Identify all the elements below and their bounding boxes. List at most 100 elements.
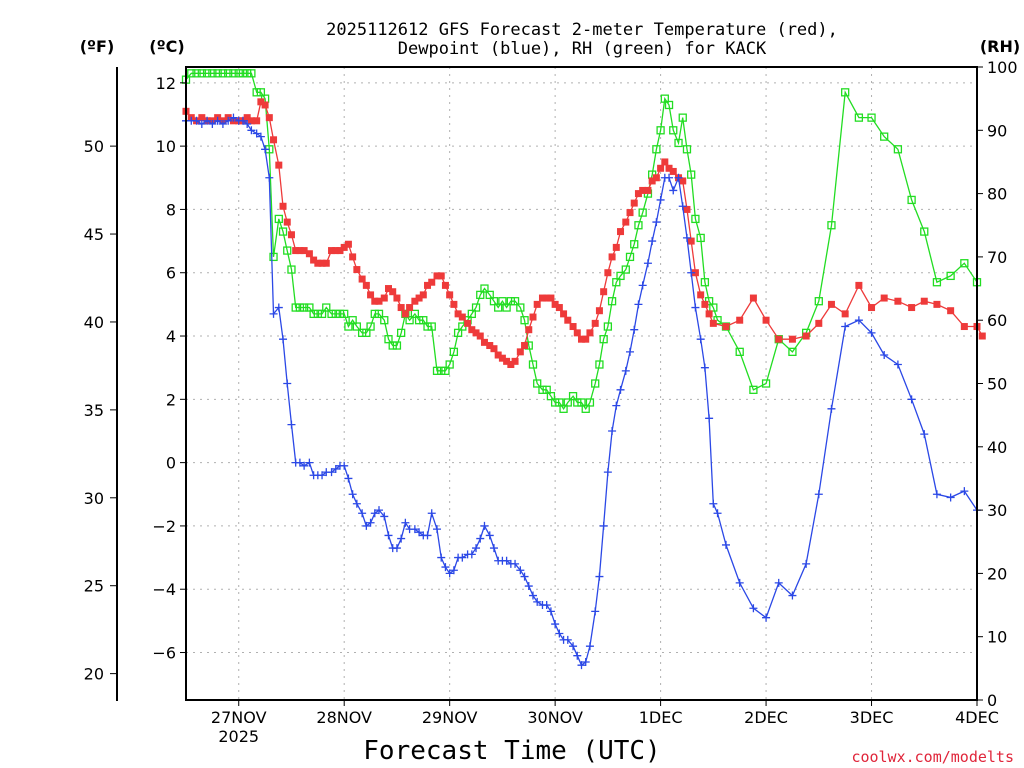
temperature-point: [802, 332, 810, 340]
dewpoint-point: [370, 509, 379, 518]
rh-point: [516, 303, 525, 312]
dewpoint-point: [638, 281, 647, 290]
temperature-point: [270, 136, 278, 144]
temperature-point: [573, 329, 581, 337]
rh-point: [538, 385, 547, 394]
temperature-point: [476, 332, 484, 340]
temperature-point: [551, 300, 559, 308]
dewpoint-point: [705, 414, 714, 423]
dewpoint-point: [247, 126, 256, 135]
rh-point: [678, 113, 687, 122]
rh-point: [352, 322, 362, 331]
temperature-point: [683, 205, 691, 213]
temperature-point: [697, 291, 705, 299]
rh-point: [573, 398, 582, 407]
dewpoint-line: [186, 116, 978, 667]
dewpoint-point: [920, 430, 929, 439]
fahrenheit-tick-label: 45: [84, 225, 104, 244]
temperature-point: [525, 326, 533, 334]
rh-point: [568, 392, 578, 401]
temperature-point: [292, 247, 300, 255]
temperature-point: [612, 243, 620, 251]
temperature-point: [569, 323, 577, 331]
temperature-point: [397, 304, 405, 312]
temperature-point: [318, 259, 326, 267]
temperature-point: [722, 323, 730, 331]
rh-point: [414, 316, 424, 325]
dewpoint-point: [528, 591, 537, 600]
dewpoint-point: [352, 499, 361, 508]
rh-point: [283, 246, 292, 255]
dewpoint-point: [366, 518, 375, 527]
temperature-point: [480, 338, 488, 346]
rh-point: [423, 322, 432, 331]
temperature-point: [415, 294, 423, 302]
rh-tick-label: 90: [987, 121, 1007, 140]
chart-title-line2: Dewpoint (blue), RH (green) for KACK: [398, 39, 767, 59]
temperature-point: [358, 275, 366, 283]
dewpoint-point: [563, 635, 572, 644]
temperature-point: [648, 177, 656, 185]
temperature-point: [736, 316, 744, 324]
rh-point: [197, 69, 206, 78]
fahrenheit-tick-label: 35: [84, 401, 104, 420]
dewpoint-point: [721, 540, 730, 549]
dewpoint-point: [652, 218, 661, 227]
rh-point: [841, 88, 850, 97]
dewpoint-point: [238, 116, 247, 125]
temperature-point: [283, 218, 291, 226]
rh-point: [299, 303, 309, 312]
temperature-point: [498, 354, 506, 362]
x-tick-label: 29NOV: [422, 708, 478, 727]
dewpoint-point: [458, 553, 467, 562]
dewpoint-point: [516, 566, 525, 575]
rh-point: [357, 328, 367, 338]
dewpoint-point: [203, 116, 212, 125]
dewpoint-point: [441, 563, 450, 572]
temperature-point: [419, 291, 427, 299]
dewpoint-point: [502, 556, 511, 565]
rh-point: [366, 322, 375, 331]
rh-point: [252, 88, 261, 97]
rh-tick-label: 30: [987, 501, 1007, 520]
temperature-point: [586, 329, 594, 337]
temperature-point: [855, 281, 863, 289]
temperature-point: [362, 281, 370, 289]
dewpoint-point: [433, 525, 442, 534]
rh-point: [476, 290, 485, 300]
temperature-point: [617, 228, 625, 236]
dewpoint-point: [581, 658, 590, 667]
rh-point: [397, 328, 406, 338]
rh-point: [322, 303, 331, 312]
rh-tick-label: 80: [987, 185, 1007, 204]
dewpoint-point: [621, 366, 630, 375]
temperature-point: [788, 335, 796, 343]
temperature-point: [868, 304, 876, 312]
rh-point: [621, 265, 630, 274]
temperature-point: [665, 164, 673, 172]
rh-point: [814, 297, 823, 306]
temperature-point: [411, 297, 419, 305]
rh-point: [599, 335, 608, 344]
dewpoint-point: [197, 119, 206, 128]
temperature-point: [516, 348, 524, 356]
temperature-point: [296, 247, 304, 255]
dewpoint-point: [946, 493, 955, 502]
temperature-point: [604, 269, 612, 277]
rh-tick-label: 70: [987, 248, 1007, 267]
temperature-point: [827, 300, 835, 308]
series-layer: [181, 69, 986, 670]
dewpoint-point: [682, 233, 691, 242]
temperature-point: [687, 237, 695, 245]
rh-point: [528, 360, 538, 369]
dewpoint-point: [449, 566, 458, 575]
temperature-point: [978, 332, 986, 340]
rh-point: [208, 69, 217, 78]
rh-point: [907, 195, 916, 205]
rh-point: [331, 309, 340, 319]
temperature-point: [626, 209, 634, 217]
fahrenheit-tick-label: 30: [84, 489, 104, 508]
celsius-tick-label: 2: [166, 390, 176, 409]
fahrenheit-tick-label: 50: [84, 137, 104, 156]
